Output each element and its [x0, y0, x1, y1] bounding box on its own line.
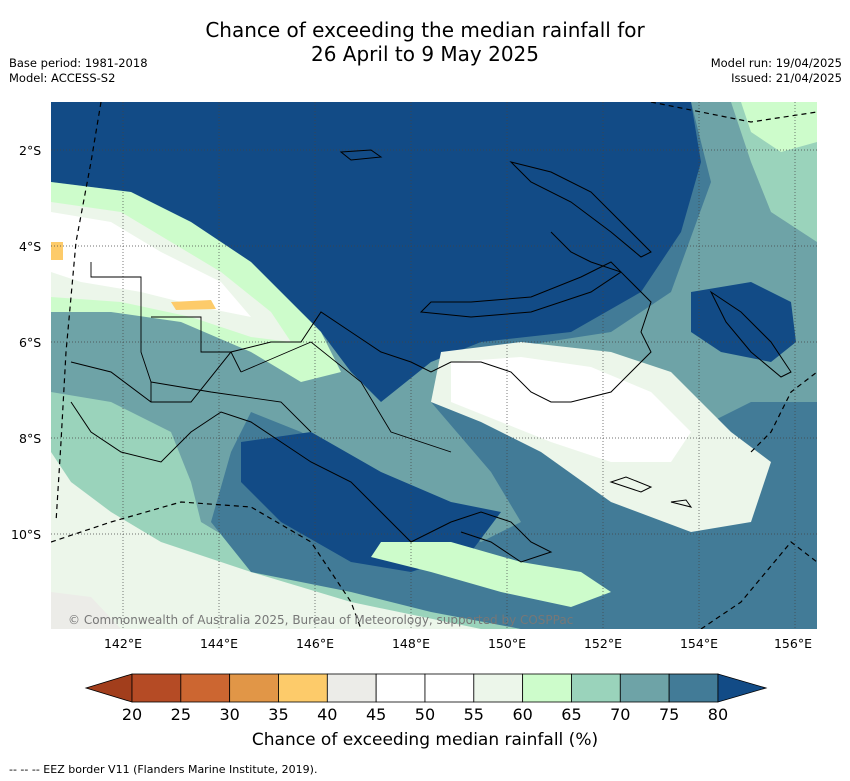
colorbar-arrow-high: [717, 673, 768, 703]
lat-label: 6°S: [19, 335, 42, 350]
manus-island: [339, 149, 383, 161]
field-gt80-north: [51, 102, 701, 402]
colorbar-tick-label: 75: [659, 705, 679, 722]
louisiade-islands: [609, 476, 693, 508]
field-50-55-central: [451, 357, 691, 462]
lat-label: 10°S: [11, 527, 42, 542]
lon-label: 148°E: [391, 636, 430, 651]
meta-right: Model run: 19/04/2025 Issued: 21/04/2025: [711, 56, 842, 86]
province-border-1: [151, 316, 242, 373]
colorbar-tick-label: 80: [708, 705, 728, 722]
colorbar-tick-label: 25: [171, 705, 191, 722]
colorbar-cell-35_40: [278, 673, 328, 703]
title-line-1: Chance of exceeding the median rainfall …: [205, 18, 645, 42]
colorbar-cell-25_30: [180, 673, 231, 703]
lat-label: 2°S: [19, 143, 42, 158]
colorbar-cell-40_45: [326, 673, 377, 703]
model-name: Model: ACCESS-S2: [9, 71, 116, 85]
borders: [90, 262, 452, 453]
lon-label: 156°E: [773, 636, 812, 651]
colorbar-cell-55_60: [473, 673, 524, 703]
base-period: Base period: 1981-2018: [9, 56, 148, 70]
graticule: [51, 102, 817, 629]
title-line-2: 26 April to 9 May 2025: [311, 42, 539, 66]
field-40-45-sw: [51, 592, 121, 629]
colorbar-cell-75_80: [668, 673, 719, 703]
new-guinea-north-coast: [70, 231, 652, 403]
map-title: Chance of exceeding the median rainfall …: [0, 18, 850, 66]
lon-label: 150°E: [487, 636, 526, 651]
colorbar-tick-label: 35: [268, 705, 288, 722]
colorbar-cell-50_55: [424, 673, 475, 703]
lat-label: 8°S: [19, 431, 42, 446]
model-run: Model run: 19/04/2025: [710, 56, 842, 70]
colorbar-tick-label: 65: [561, 705, 581, 722]
map-canvas: [51, 102, 817, 629]
new-ireland: [509, 161, 652, 258]
colorbar-cell-65_70: [571, 673, 621, 703]
colorbar-cell-45_50: [375, 673, 426, 703]
colorbar-tick-label: 60: [512, 705, 532, 722]
colorbar-cells: [84, 673, 768, 703]
colorbar-title: Chance of exceeding median rainfall (%): [251, 730, 599, 750]
field-35-40-west: [51, 242, 63, 260]
issued-date: Issued: 21/04/2025: [731, 71, 842, 85]
colorbar-tick-label: 70: [610, 705, 630, 722]
eez-borders: [51, 102, 817, 629]
colorbar-tick-label: 50: [415, 705, 435, 722]
colorbar-tick-label: 30: [219, 705, 239, 722]
copyright-notice: © Commonwealth of Australia 2025, Bureau…: [68, 613, 574, 627]
rainfall-map: [51, 102, 817, 629]
colorbar: 20 25 30 35 40 45 50 55 60 65 70 75 80: [84, 673, 768, 722]
colorbar-tick-label: 20: [122, 705, 142, 722]
province-border-2: [240, 341, 452, 453]
new-guinea-south-coast: [70, 401, 553, 563]
eez-footnote: -- -- -- EEZ border V11 (Flanders Marine…: [9, 763, 318, 776]
meta-left: Base period: 1981-2018 Model: ACCESS-S2: [9, 56, 148, 86]
colorbar-tick-label: 45: [366, 705, 386, 722]
field-60-65-se: [371, 542, 611, 607]
field-60-65-ne: [741, 102, 817, 152]
colorbar-cell-30_35: [229, 673, 279, 703]
png-indonesia-border: [90, 262, 152, 402]
colorbar-cell-20_25: [131, 673, 182, 703]
field-50-55-west: [51, 212, 251, 317]
bougainville: [709, 290, 792, 378]
colorbar-ticks: 20 25 30 35 40 45 50 55 60 65 70 75 80: [122, 705, 728, 722]
field-35-40-highlands: [171, 300, 216, 310]
coastlines: [70, 149, 792, 563]
lon-label: 154°E: [679, 636, 718, 651]
colorbar-tick-label: 55: [464, 705, 484, 722]
lon-label: 144°E: [199, 636, 238, 651]
lat-label: 4°S: [19, 239, 42, 254]
colorbar-cell-70_75: [619, 673, 670, 703]
colorbar-cell-60_65: [522, 673, 572, 703]
province-border-3: [150, 381, 312, 433]
lon-label: 146°E: [295, 636, 334, 651]
lon-label: 142°E: [103, 636, 142, 651]
colorbar-tick-label: 40: [317, 705, 337, 722]
new-britain: [419, 261, 622, 318]
colorbar-arrow-low: [84, 673, 133, 703]
lon-label: 152°E: [583, 636, 622, 651]
